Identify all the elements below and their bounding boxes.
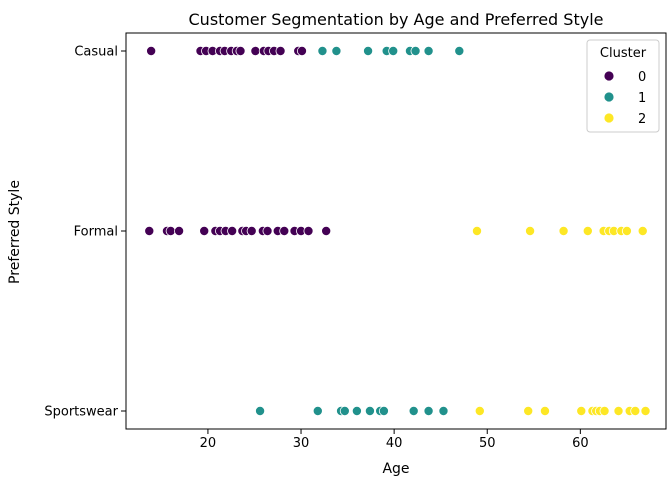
- data-point-cluster-0: [275, 46, 286, 57]
- x-tick-label: 20: [200, 436, 217, 451]
- data-point-cluster-0: [279, 225, 290, 236]
- data-point-cluster-0: [235, 46, 246, 57]
- data-point-cluster-1: [312, 405, 323, 416]
- x-axis-ticks: 20 30 40 50 60: [200, 429, 589, 451]
- x-tick-label: 60: [572, 436, 589, 451]
- data-point-cluster-0: [250, 46, 261, 57]
- y-axis-ticks: Sportswear Formal Casual: [44, 45, 126, 420]
- y-tick-label: Sportswear: [44, 405, 118, 420]
- data-point-cluster-2: [474, 405, 485, 416]
- legend-label-cluster-0: 0: [638, 70, 646, 85]
- data-point-cluster-1: [255, 405, 266, 416]
- data-point-cluster-0: [321, 225, 332, 236]
- y-tick-label: Casual: [74, 45, 118, 60]
- data-point-cluster-1: [423, 405, 434, 416]
- data-point-cluster-2: [471, 225, 482, 236]
- data-point-cluster-0: [146, 46, 157, 57]
- data-point-cluster-2: [523, 405, 534, 416]
- data-point-cluster-1: [317, 46, 328, 57]
- x-tick-label: 30: [293, 436, 310, 451]
- data-point-cluster-1: [364, 405, 375, 416]
- legend-label-cluster-2: 2: [638, 112, 646, 127]
- data-point-cluster-0: [262, 225, 273, 236]
- data-point-cluster-0: [199, 225, 210, 236]
- data-point-cluster-2: [640, 405, 651, 416]
- data-point-cluster-2: [539, 405, 550, 416]
- data-point-cluster-1: [351, 405, 362, 416]
- y-axis-label: Preferred Style: [7, 180, 23, 284]
- data-point-cluster-1: [331, 46, 342, 57]
- y-tick-label: Formal: [74, 225, 118, 240]
- legend: Cluster 0 1 2: [586, 39, 660, 133]
- chart-title: Customer Segmentation by Age and Preferr…: [189, 10, 604, 29]
- data-point-cluster-1: [363, 46, 374, 57]
- data-point-cluster-1: [408, 405, 419, 416]
- data-point-cluster-2: [558, 225, 569, 236]
- legend-box: [586, 39, 660, 133]
- data-point-cluster-1: [410, 46, 421, 57]
- data-point-cluster-0: [144, 225, 155, 236]
- legend-items: 0 1 2: [603, 70, 646, 127]
- x-tick-label: 40: [386, 436, 403, 451]
- data-point-cluster-1: [378, 405, 389, 416]
- data-point-cluster-1: [423, 46, 434, 57]
- legend-title: Cluster: [600, 46, 647, 61]
- data-point-cluster-2: [582, 225, 593, 236]
- data-point-cluster-2: [630, 405, 641, 416]
- data-point-cluster-2: [599, 405, 610, 416]
- data-point-cluster-2: [637, 225, 648, 236]
- data-point-cluster-0: [227, 225, 238, 236]
- data-point-cluster-1: [339, 405, 350, 416]
- data-point-cluster-1: [438, 405, 449, 416]
- legend-label-cluster-1: 1: [638, 91, 646, 106]
- data-point-cluster-0: [246, 225, 257, 236]
- data-point-cluster-2: [621, 225, 632, 236]
- x-axis-label: Age: [382, 461, 409, 477]
- legend-marker-cluster-0: [603, 70, 615, 82]
- legend-marker-cluster-2: [603, 112, 615, 124]
- legend-marker-cluster-1: [603, 91, 615, 103]
- data-point-cluster-0: [303, 225, 314, 236]
- x-tick-label: 50: [479, 436, 496, 451]
- data-point-cluster-0: [296, 46, 307, 57]
- data-point-cluster-0: [174, 225, 185, 236]
- data-point-cluster-2: [525, 225, 536, 236]
- data-point-cluster-0: [165, 225, 176, 236]
- data-point-cluster-2: [613, 405, 624, 416]
- data-point-cluster-2: [576, 405, 587, 416]
- data-points: [144, 46, 651, 416]
- data-point-cluster-1: [388, 46, 399, 57]
- data-point-cluster-1: [454, 46, 465, 57]
